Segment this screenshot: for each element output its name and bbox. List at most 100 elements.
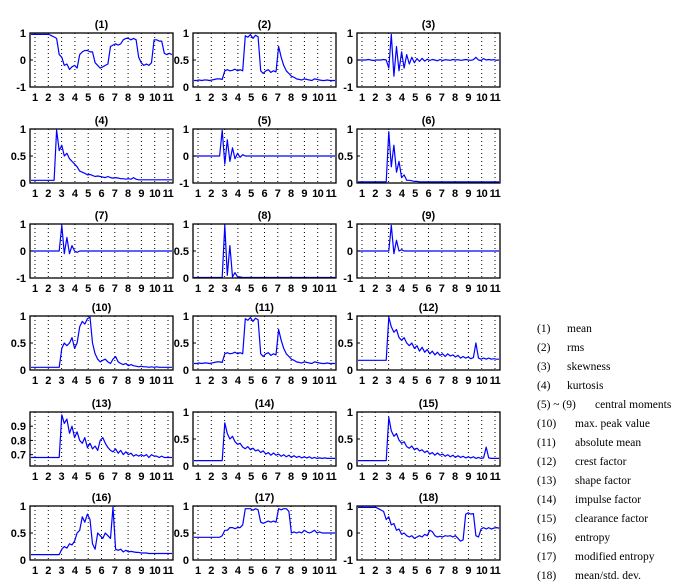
x-tick-label: 6 xyxy=(261,92,267,104)
x-tick-label: 1 xyxy=(359,92,365,104)
subplot-panel: (2)10.501 2 3 4 5 6 7 8 9 10 11 xyxy=(174,19,337,104)
x-tick-label: 5 xyxy=(412,565,418,577)
x-tick-label: 11 xyxy=(326,375,337,387)
data-series-line xyxy=(358,224,499,255)
x-tick-label: 7 xyxy=(275,375,281,387)
y-tick-label: 1 xyxy=(183,28,189,40)
legend-label: skewness xyxy=(567,361,611,373)
x-tick-label: 9 xyxy=(301,283,307,295)
legend-entry: (11) absolute mean xyxy=(537,434,685,453)
subplot-title: (18) xyxy=(419,492,439,504)
y-tick-label: 0 xyxy=(183,555,189,567)
x-tick-label: 11 xyxy=(326,471,337,483)
legend-entry: (2) rms xyxy=(537,339,685,358)
x-tick-label: 9 xyxy=(301,565,307,577)
subplot-title: (16) xyxy=(92,492,112,504)
x-tick-label: 9 xyxy=(301,375,307,387)
x-tick-label: 6 xyxy=(98,188,104,200)
y-tick-label: 0 xyxy=(347,528,353,540)
x-tick-label: 1 xyxy=(32,565,38,577)
legend-label: impulse factor xyxy=(575,494,642,506)
x-tick-label: 5 xyxy=(85,92,91,104)
x-tick-label: 11 xyxy=(163,565,174,577)
x-tick-label: 9 xyxy=(138,565,144,577)
legend-number: (13) xyxy=(537,475,557,487)
x-tick-label: 1 xyxy=(32,92,38,104)
x-tick-label: 4 xyxy=(72,283,79,295)
x-tick-label: 2 xyxy=(45,375,51,387)
x-tick-label: 6 xyxy=(425,565,431,577)
x-tick-label: 3 xyxy=(386,375,392,387)
legend-number: (4) xyxy=(537,380,551,392)
x-tick-label: 1 xyxy=(32,375,38,387)
y-tick-label: 0 xyxy=(183,273,189,285)
x-tick-label: 10 xyxy=(312,188,324,200)
legend-entry: (18) mean/std. dev. xyxy=(537,567,685,586)
x-tick-label: 8 xyxy=(125,375,131,387)
y-tick-label: 0.5 xyxy=(174,434,189,446)
legend-entry: (12) crest factor xyxy=(537,453,685,472)
x-tick-label: 5 xyxy=(412,188,418,200)
y-tick-label: 0 xyxy=(20,555,26,567)
x-tick-label: 2 xyxy=(45,92,51,104)
y-tick-label: 1 xyxy=(347,407,353,419)
data-series-line xyxy=(31,224,172,255)
x-tick-label: 9 xyxy=(465,375,471,387)
subplot-panel: (17)10.501 2 3 4 5 6 7 8 9 10 11 xyxy=(174,492,337,577)
x-tick-label: 8 xyxy=(125,188,131,200)
data-series-line xyxy=(358,33,500,77)
x-tick-label: 1 xyxy=(32,188,38,200)
x-tick-label: 11 xyxy=(326,188,337,200)
x-tick-label: 11 xyxy=(163,283,174,295)
x-tick-label: 3 xyxy=(59,188,65,200)
x-tick-label: 10 xyxy=(476,92,488,104)
legend-number: (17) xyxy=(537,551,557,563)
subplot-title: (4) xyxy=(95,115,109,127)
x-tick-label: 9 xyxy=(138,92,144,104)
y-tick-label: 1 xyxy=(347,28,353,40)
x-tick-label: 9 xyxy=(301,92,307,104)
x-tick-label: 10 xyxy=(149,471,161,483)
x-tick-label: 5 xyxy=(248,92,254,104)
data-series-line xyxy=(358,416,499,462)
x-tick-label: 8 xyxy=(288,283,294,295)
x-tick-label: 7 xyxy=(275,188,281,200)
y-tick-label: 0.5 xyxy=(11,338,26,350)
x-tick-label: 1 xyxy=(359,188,365,200)
x-tick-label: 7 xyxy=(439,375,445,387)
x-tick-label: 11 xyxy=(490,565,501,577)
y-tick-label: 1 xyxy=(20,219,26,231)
x-tick-label: 3 xyxy=(222,92,228,104)
x-tick-label: 4 xyxy=(399,565,406,577)
legend-label: entropy xyxy=(575,532,611,544)
legend-label: shape factor xyxy=(575,475,631,487)
x-tick-label: 3 xyxy=(386,92,392,104)
y-tick-label: 0.5 xyxy=(338,151,353,163)
subplot-title: (11) xyxy=(255,302,274,314)
y-tick-label: 0.7 xyxy=(11,450,26,462)
data-series-line xyxy=(194,317,335,365)
x-tick-label: 3 xyxy=(222,188,228,200)
legend-label: central moments xyxy=(595,399,672,411)
x-tick-label: 4 xyxy=(399,283,406,295)
x-tick-label: 4 xyxy=(72,188,79,200)
y-tick-label: 0 xyxy=(183,461,189,473)
x-tick-label: 2 xyxy=(372,565,378,577)
y-tick-label: 0 xyxy=(347,55,353,67)
x-tick-label: 6 xyxy=(261,471,267,483)
x-tick-label: 1 xyxy=(32,471,38,483)
subplot-panel: (9)10-11 2 3 4 5 6 7 8 9 10 11 xyxy=(343,210,501,295)
y-tick-label: 0.5 xyxy=(174,528,189,540)
subplot-title: (6) xyxy=(422,115,436,127)
x-tick-label: 10 xyxy=(312,283,324,295)
x-tick-label: 11 xyxy=(163,188,174,200)
x-tick-label: 4 xyxy=(72,92,79,104)
legend-number: (16) xyxy=(537,532,557,544)
x-tick-label: 5 xyxy=(248,471,254,483)
x-tick-label: 11 xyxy=(163,375,174,387)
subplot-panel: (16)10.501 2 3 4 5 6 7 8 9 10 11 xyxy=(11,492,174,577)
x-tick-label: 5 xyxy=(412,375,418,387)
legend-entry: (5) ~ (9) central moments xyxy=(537,396,685,415)
x-tick-label: 9 xyxy=(138,283,144,295)
